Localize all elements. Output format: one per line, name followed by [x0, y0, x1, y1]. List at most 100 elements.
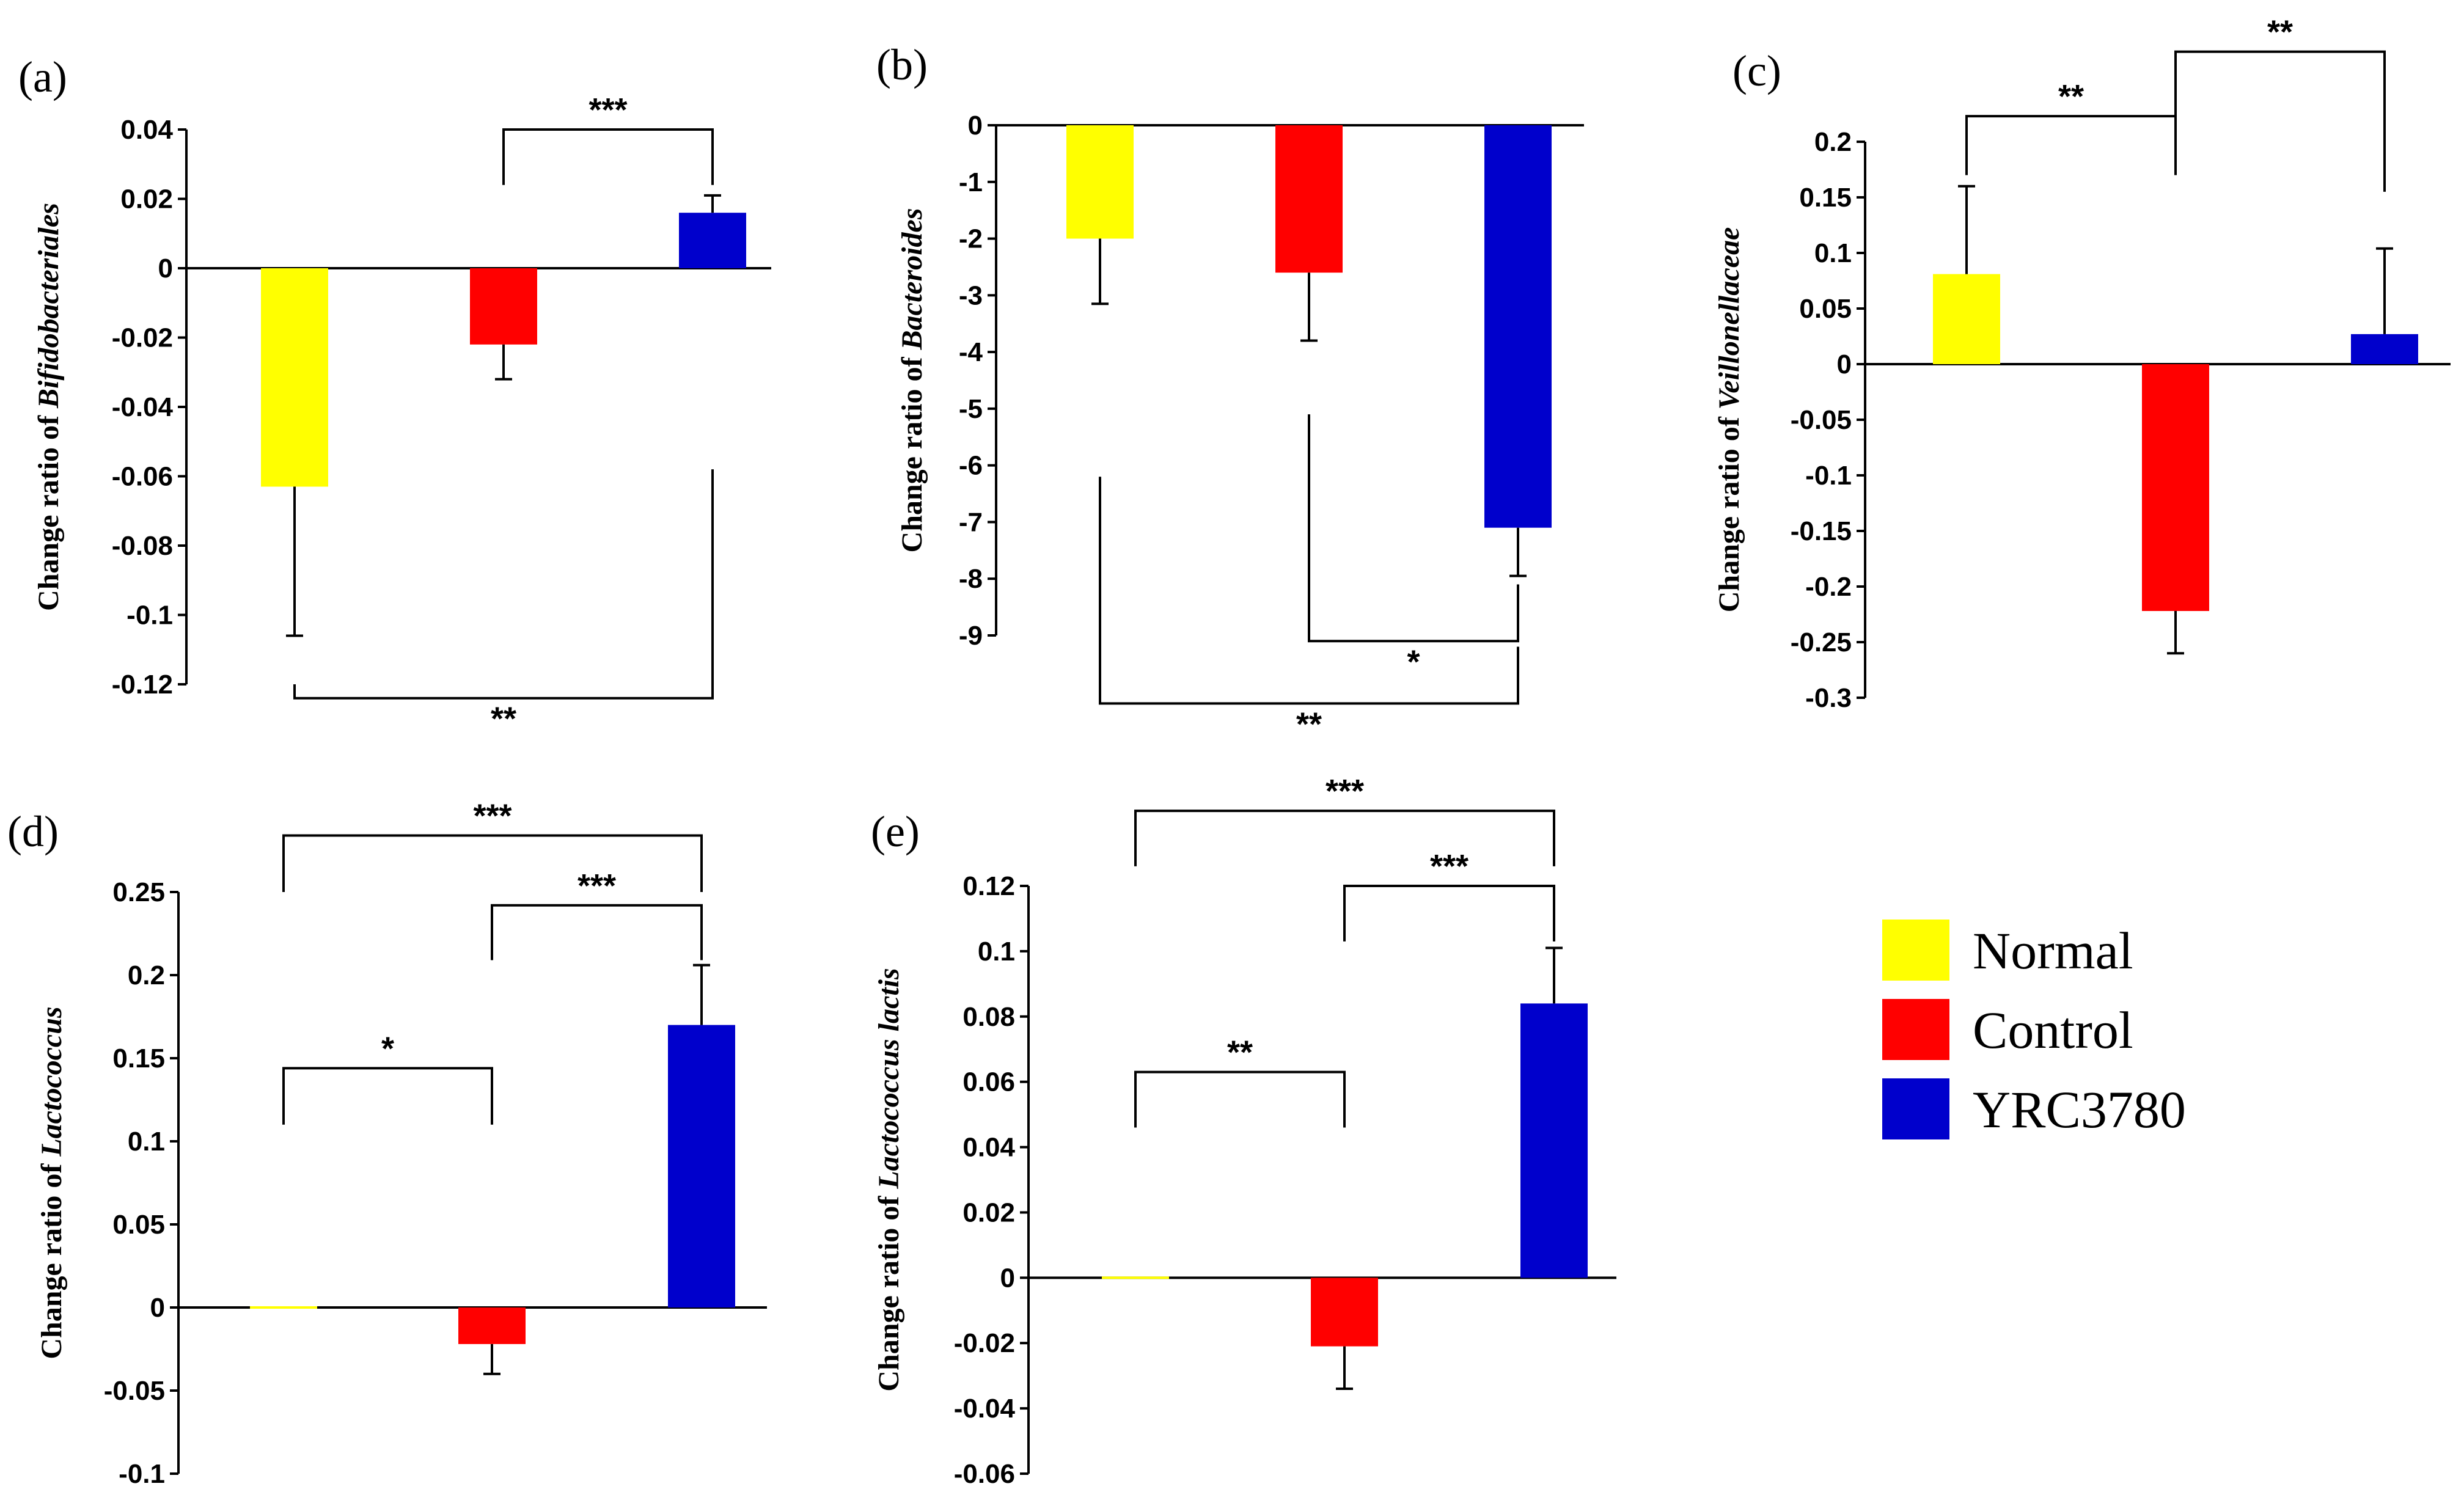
significance-label: **: [1296, 706, 1322, 742]
significance-bracket: [491, 904, 703, 960]
legend-swatch-control: [1882, 999, 1949, 1060]
significance-label: **: [1227, 1034, 1253, 1071]
panel-label-d: (d): [7, 807, 59, 856]
y-tick-label: -5: [959, 394, 983, 424]
bar-control: [2142, 364, 2209, 612]
bar-control: [1311, 1278, 1378, 1347]
bar-yrc3780: [1484, 125, 1552, 528]
y-tick-label: 0.04: [120, 115, 173, 145]
y-tick-label: 0.2: [1814, 127, 1852, 157]
y-tick-label: 0: [150, 1293, 165, 1323]
bar-normal: [261, 268, 328, 487]
y-axis-title-d: Change ratio of Lactococcus: [35, 1006, 68, 1359]
y-tick-label: 0.05: [112, 1210, 165, 1240]
y-axis-title-prefix: Change ratio of: [32, 408, 65, 611]
legend-label-yrc3780: YRC3780: [1973, 1080, 2186, 1139]
y-tick-label: -8: [959, 564, 983, 594]
y-axis-title-taxon: Bacteroides: [896, 208, 928, 351]
y-tick-label: -0.02: [954, 1328, 1015, 1358]
y-tick-label: 0.15: [112, 1044, 165, 1073]
y-tick-label: 0: [158, 254, 173, 283]
y-tick-label: 0: [968, 111, 983, 141]
y-axis-title-c: Change ratio of Veillonellaceae: [1713, 227, 1745, 613]
y-tick-label: -2: [959, 224, 983, 254]
y-tick-label: 0.1: [978, 937, 1015, 967]
y-axis-title-prefix: Change ratio of: [35, 1157, 68, 1359]
y-tick-label: 0.1: [128, 1127, 165, 1157]
y-tick-label: 0.12: [963, 871, 1015, 901]
y-axis-title-prefix: Change ratio of: [873, 1189, 905, 1392]
significance-label: ***: [588, 92, 627, 128]
y-tick-label: -0.25: [1791, 627, 1852, 657]
significance-bracket: [293, 469, 714, 700]
y-axis-title-a: Change ratio of Bifidobacteriales: [32, 203, 65, 611]
y-axis-title-taxon: Lactococcus lactis: [873, 968, 905, 1189]
significance-label: ***: [1430, 848, 1469, 885]
significance-label: **: [2267, 14, 2293, 51]
y-tick-label: 0.06: [963, 1067, 1015, 1097]
y-axis-title-b: Change ratio of Bacteroides: [896, 208, 928, 553]
significance-bracket: [282, 834, 703, 892]
y-tick-label: -1: [959, 167, 983, 197]
y-tick-label: -0.04: [112, 392, 174, 422]
y-tick-label: 0.15: [1799, 183, 1852, 213]
y-axis-title-taxon: Veillonellaceae: [1713, 227, 1745, 410]
y-tick-label: -0.1: [1805, 461, 1852, 491]
significance-bracket: [282, 1067, 493, 1125]
y-tick-label: 0.02: [120, 185, 173, 214]
y-tick-label: 0.1: [1814, 238, 1852, 268]
bar-control: [470, 268, 537, 345]
y-axis-title-taxon: Lactococcus: [35, 1006, 68, 1157]
legend-label-control: Control: [1973, 1001, 2133, 1059]
y-tick-label: 0.25: [112, 877, 165, 907]
significance-bracket: [1134, 810, 1555, 866]
legend-swatch-yrc3780: [1882, 1078, 1949, 1139]
significance-label: ***: [1326, 773, 1364, 810]
significance-bracket: [1343, 885, 1555, 942]
y-tick-label: -0.12: [112, 670, 173, 700]
bar-normal: [250, 1306, 317, 1309]
bar-yrc3780: [679, 213, 746, 268]
y-tick-label: -6: [959, 451, 983, 481]
significance-bracket: [502, 128, 714, 185]
y-tick-label: -0.2: [1805, 572, 1852, 602]
significance-bracket: [1134, 1070, 1346, 1128]
y-tick-label: -0.05: [1791, 405, 1852, 435]
y-tick-label: -0.15: [1791, 516, 1852, 546]
y-tick-label: -0.02: [112, 323, 173, 353]
bar-control: [1275, 125, 1343, 273]
y-tick-label: 0.08: [963, 1002, 1015, 1032]
y-axis-title-prefix: Change ratio of: [1713, 409, 1745, 612]
y-tick-label: -4: [959, 337, 983, 367]
y-tick-label: 0.05: [1799, 294, 1852, 324]
y-tick-label: -0.08: [112, 531, 173, 561]
y-tick-label: -0.04: [954, 1394, 1016, 1424]
y-tick-label: 0: [1000, 1263, 1015, 1293]
y-tick-label: -7: [959, 507, 983, 537]
significance-bracket: [1308, 414, 1519, 643]
bar-yrc3780: [1520, 1003, 1588, 1278]
panel-label-e: (e): [871, 807, 920, 856]
significance-label: *: [1407, 643, 1420, 680]
y-tick-label: -0.1: [127, 601, 173, 631]
significance-label: *: [381, 1030, 394, 1067]
significance-label: **: [2058, 78, 2084, 115]
significance-bracket: [2174, 50, 2386, 192]
bar-normal: [1102, 1276, 1169, 1279]
y-axis-title-prefix: Change ratio of: [896, 350, 928, 553]
y-tick-label: -9: [959, 621, 983, 651]
panel-label-b: (b): [876, 40, 928, 89]
bar-yrc3780: [668, 1025, 735, 1307]
y-tick-label: 0.02: [963, 1198, 1015, 1227]
y-tick-label: 0: [1837, 349, 1852, 379]
legend-label-normal: Normal: [1973, 921, 2133, 980]
bar-normal: [1066, 125, 1134, 239]
significance-bracket: [1099, 477, 1519, 705]
bar-normal: [1933, 274, 2000, 364]
significance-bracket: [1965, 115, 2177, 175]
y-tick-label: -0.06: [112, 462, 173, 492]
legend-swatch-normal: [1882, 920, 1949, 981]
bar-yrc3780: [2351, 334, 2418, 364]
panel-label-c: (c): [1733, 46, 1781, 95]
